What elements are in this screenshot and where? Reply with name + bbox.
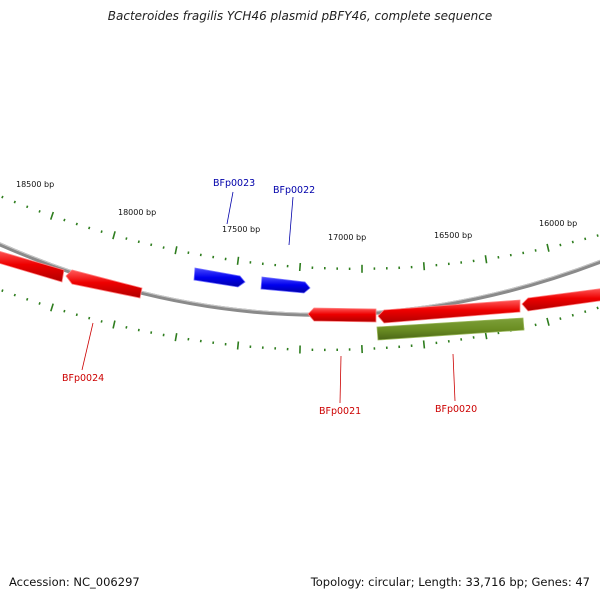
inner-tick-6 (63, 309, 66, 313)
topology-summary: Topology: circular; Length: 33,716 bp; G… (310, 575, 590, 589)
outer-tick-48 (584, 237, 587, 241)
inner-tick-20 (236, 341, 240, 350)
gene-bfp0024-segment-2[interactable] (65, 269, 143, 299)
gene-label-bfp0024[interactable]: BFp0024 (62, 373, 104, 384)
outer-tick-49 (596, 234, 599, 237)
outer-tick-35 (422, 262, 426, 271)
inner-tick-7 (75, 313, 78, 317)
scale-labels: 18500 bp 18000 bp 17500 bp 17000 bp 1650… (16, 180, 577, 242)
outer-tick-3 (26, 205, 29, 209)
inner-tick-1 (1, 289, 4, 293)
inner-tick-10 (112, 320, 116, 329)
outer-tick-47 (571, 240, 574, 244)
gene-label-bfp0020[interactable]: BFp0020 (435, 404, 477, 415)
inner-tick-5 (50, 303, 54, 312)
gene-offscreen-reverse[interactable] (521, 288, 600, 312)
gene-bfp0020[interactable] (377, 299, 521, 324)
gene-bfp0024-segment-1[interactable] (0, 250, 65, 283)
scale-label-17000: 17000 bp (328, 233, 366, 242)
outer-tick-45 (546, 243, 550, 252)
gene-label-bfp0023[interactable]: BFp0023 (213, 178, 255, 189)
inner-tick-49 (596, 306, 599, 310)
outer-tick-2 (13, 200, 16, 204)
leader-bfp0024 (81, 322, 94, 371)
inner-tick-45 (546, 317, 550, 326)
inner-tick-2 (13, 293, 16, 297)
outer-tick-20 (236, 256, 240, 265)
leader-bfp0021 (339, 355, 342, 404)
inner-tick-48 (584, 310, 587, 314)
outer-tick-9 (100, 230, 103, 234)
leader-bfp0023 (226, 191, 234, 225)
outer-tick-13 (150, 243, 153, 247)
gene-bfp0023[interactable] (193, 267, 246, 288)
label-leaders (81, 191, 456, 404)
gene-label-bfp0021[interactable]: BFp0021 (319, 406, 361, 417)
inner-tick-46 (559, 317, 562, 320)
outer-tick-15 (174, 246, 178, 255)
scale-label-16000: 16000 bp (539, 219, 577, 228)
inner-tick-9 (100, 320, 103, 323)
feature-olive[interactable] (376, 317, 525, 341)
outer-tick-5 (49, 211, 55, 220)
leader-bfp0022 (288, 196, 294, 246)
inner-tick-44 (534, 323, 537, 327)
outer-tick-11 (125, 237, 128, 240)
outer-tick-25 (298, 262, 302, 272)
outer-tick-40 (484, 255, 488, 264)
outer-tick-1 (1, 195, 4, 199)
leader-bfp0020 (452, 353, 456, 402)
scale-label-17500: 17500 bp (222, 225, 260, 234)
outer-tick-14 (162, 246, 165, 249)
map-title: Bacteroides fragilis YCH46 plasmid pBFY4… (107, 9, 493, 23)
gene-labels: BFp0024 BFp0023 BFp0022 BFp0021 BFp0020 (62, 178, 477, 417)
outer-tick-10 (112, 231, 116, 240)
gene-label-bfp0022[interactable]: BFp0022 (273, 185, 315, 196)
outer-tick-46 (559, 243, 562, 247)
inner-tick-35 (422, 340, 426, 349)
scale-label-18000: 18000 bp (118, 208, 156, 217)
gene-bfp0022[interactable] (260, 276, 311, 294)
inner-tick-47 (571, 313, 574, 317)
outer-tick-6 (63, 218, 66, 222)
gene-bfp0021[interactable] (307, 307, 377, 323)
outer-tick-7 (75, 222, 78, 226)
inner-tick-11 (125, 325, 128, 329)
accession-text: Accession: NC_006297 (9, 575, 140, 589)
inner-tick-8 (88, 316, 91, 320)
inner-tick-15 (174, 333, 178, 342)
inner-tick-4 (38, 302, 41, 305)
outer-tick-8 (88, 226, 91, 230)
gene-bfp0024[interactable] (0, 250, 143, 299)
scale-label-16500: 16500 bp (434, 231, 472, 240)
outer-tick-4 (38, 210, 41, 213)
scale-ticks (1, 195, 599, 354)
scale-label-18500: 18500 bp (16, 180, 54, 189)
inner-tick-3 (26, 297, 29, 301)
outer-tick-12 (137, 240, 140, 244)
